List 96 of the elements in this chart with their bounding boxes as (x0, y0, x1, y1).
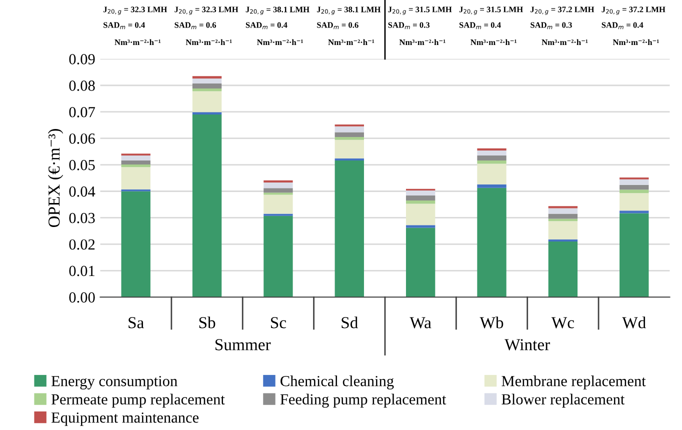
bar (548, 242, 578, 298)
bar (477, 188, 506, 298)
y-tick-label: 0.01 (69, 266, 94, 276)
text: J$_{20,g}$ = 31.5 LMH (459, 6, 523, 15)
bar (406, 190, 436, 196)
bar (620, 213, 649, 298)
bar (264, 188, 293, 193)
text: J$_{20,g}$ = 31.5 LMH (388, 6, 452, 15)
y-tick-label: 0.07 (69, 106, 95, 118)
text: SAD$_{m}$ = 0.3 (388, 22, 430, 30)
legend-label: Feeding pump replacement (280, 394, 446, 408)
bar (334, 132, 364, 137)
y-tick-label: 0.05 (69, 160, 95, 170)
bar (192, 78, 222, 84)
bar (334, 140, 364, 158)
bar (548, 239, 578, 242)
bar (477, 164, 506, 184)
text: SAD$_{m}$ = 0.6 (317, 22, 358, 30)
bar (334, 160, 364, 298)
text: Nm³·m⁻²·h⁻¹ (399, 39, 446, 46)
text: SAD$_{m}$ = 0.4 (104, 22, 145, 30)
bar (620, 210, 649, 214)
text: J$_{20,g}$ = 37.2 LMH (530, 6, 594, 15)
text: Nm³·m⁻²·h⁻¹ (328, 39, 374, 46)
bar (192, 84, 222, 89)
y-tick-label: 0.02 (69, 239, 95, 250)
text: SAD$_{m}$ = 0.4 (246, 22, 288, 30)
legend-label: Permeate pump replacement (51, 394, 225, 408)
text: SAD$_{m}$ = 0.4 (602, 22, 644, 30)
y-tick-label: 0.06 (69, 133, 95, 144)
bar (334, 126, 364, 132)
text: Winter (504, 339, 550, 350)
bar (477, 184, 506, 188)
legend-label: Equipment maintenance (51, 412, 199, 426)
bar (406, 225, 436, 228)
text: J$_{20,g}$ = 37.2 LMH (602, 6, 666, 15)
text: J$_{20,g}$ = 32.3 LMH (103, 6, 168, 15)
y-tick-label: 0.03 (69, 212, 95, 224)
bar (406, 195, 436, 201)
bar (406, 204, 436, 226)
x-tick-label: Wa (410, 317, 432, 328)
y-tick-label: 0.04 (69, 186, 96, 197)
legend-label: Membrane replacement (502, 376, 646, 390)
bar (192, 114, 222, 298)
x-tick-label: Sd (342, 316, 358, 328)
text: Nm³·m⁻²·h⁻¹ (257, 39, 303, 46)
bar (121, 156, 150, 161)
bar (121, 191, 150, 298)
bar (406, 228, 436, 298)
bar (264, 180, 293, 183)
legend-label: Energy consumption (51, 376, 178, 390)
text: Nm³·m⁻²·h⁻¹ (542, 39, 588, 46)
bar (264, 216, 293, 298)
bar (548, 208, 578, 214)
bar (548, 221, 578, 240)
bar (477, 160, 506, 164)
x-tick-label: Wc (551, 317, 574, 328)
x-tick-label: Wd (622, 316, 646, 328)
legend-label: Blower replacement (502, 394, 625, 408)
text: Summer (216, 339, 271, 350)
text: Nm³·m⁻²·h⁻¹ (612, 39, 659, 46)
x-tick-label: Wb (480, 316, 504, 328)
text: SAD$_{m}$ = 0.4 (459, 22, 501, 30)
text: J$_{20,g}$ = 38.1 LMH (246, 6, 310, 15)
bar (620, 179, 649, 185)
bar (548, 214, 578, 219)
bar (620, 190, 649, 194)
bar (620, 193, 649, 211)
x-tick-label: Sa (128, 317, 144, 328)
y-axis-title: OPEX (€·m⁻³) (48, 129, 64, 228)
bar (334, 136, 364, 140)
bar (620, 184, 649, 190)
bar (121, 164, 150, 168)
text: SAD$_{m}$ = 0.6 (174, 22, 216, 30)
text: SAD$_{m}$ = 0.3 (530, 22, 572, 30)
bar (406, 200, 436, 204)
y-tick-label: 0.00 (69, 292, 95, 303)
bar (121, 160, 150, 165)
text: Nm³·m⁻²·h⁻¹ (114, 39, 161, 46)
x-tick-label: Sc (270, 317, 286, 328)
bar (264, 182, 293, 188)
y-tick-label: 0.08 (69, 80, 95, 91)
bar (477, 150, 506, 156)
text: Nm³·m⁻²·h⁻¹ (470, 39, 516, 46)
bar (192, 91, 222, 112)
text: J$_{20,g}$ = 32.3 LMH (174, 6, 238, 15)
bar (192, 88, 222, 92)
bar (334, 158, 364, 161)
y-tick-label: 0.09 (69, 54, 95, 64)
bar (477, 156, 506, 161)
bar (121, 167, 150, 190)
x-tick-label: Sb (199, 316, 216, 328)
text: J$_{20,g}$ = 38.1 LMH (317, 6, 381, 15)
text: Nm³·m⁻²·h⁻¹ (186, 39, 232, 46)
legend-label: Chemical cleaning (280, 376, 394, 390)
bar (264, 194, 293, 214)
